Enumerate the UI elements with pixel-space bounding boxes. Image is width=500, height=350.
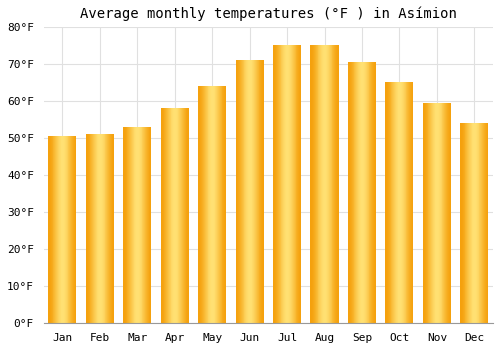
Title: Average monthly temperatures (°F ) in Asímion: Average monthly temperatures (°F ) in As… [80,7,457,21]
